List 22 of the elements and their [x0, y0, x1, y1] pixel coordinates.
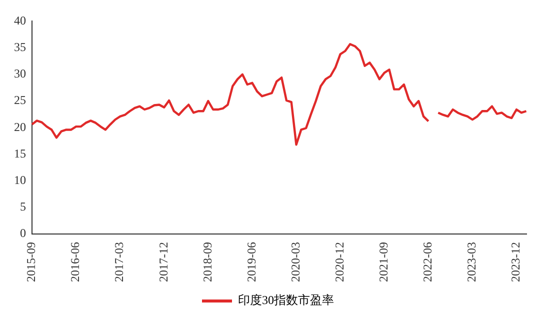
x-tick-label: 2023-03 [464, 242, 479, 282]
y-tick-label: 15 [14, 146, 26, 160]
x-tick-label: 2016-06 [68, 242, 82, 282]
legend-label: 印度30指数市盈率 [238, 293, 334, 308]
y-tick-label: 10 [14, 172, 26, 187]
x-tick-label: 2019-06 [244, 242, 258, 282]
x-tick-label: 2023-12 [508, 242, 523, 282]
x-tick-label: 2018-09 [200, 242, 214, 282]
y-tick-label: 35 [14, 40, 26, 54]
x-tick-label: 2021-09 [376, 242, 391, 282]
y-tick-label: 5 [20, 200, 26, 214]
x-tick-label: 2020-12 [332, 242, 346, 282]
y-tick-label: 20 [14, 120, 26, 134]
y-tick-label: 40 [14, 13, 26, 28]
x-tick-label: 2015-09 [24, 242, 38, 282]
y-tick-label: 0 [20, 226, 26, 240]
y-tick-label: 25 [14, 93, 26, 108]
x-tick-label: 2022-06 [420, 242, 435, 282]
y-tick-label: 30 [14, 66, 26, 81]
x-tick-label: 2020-03 [288, 242, 302, 282]
x-tick-label: 2017-12 [156, 242, 170, 282]
x-tick-label: 2017-03 [112, 242, 126, 282]
